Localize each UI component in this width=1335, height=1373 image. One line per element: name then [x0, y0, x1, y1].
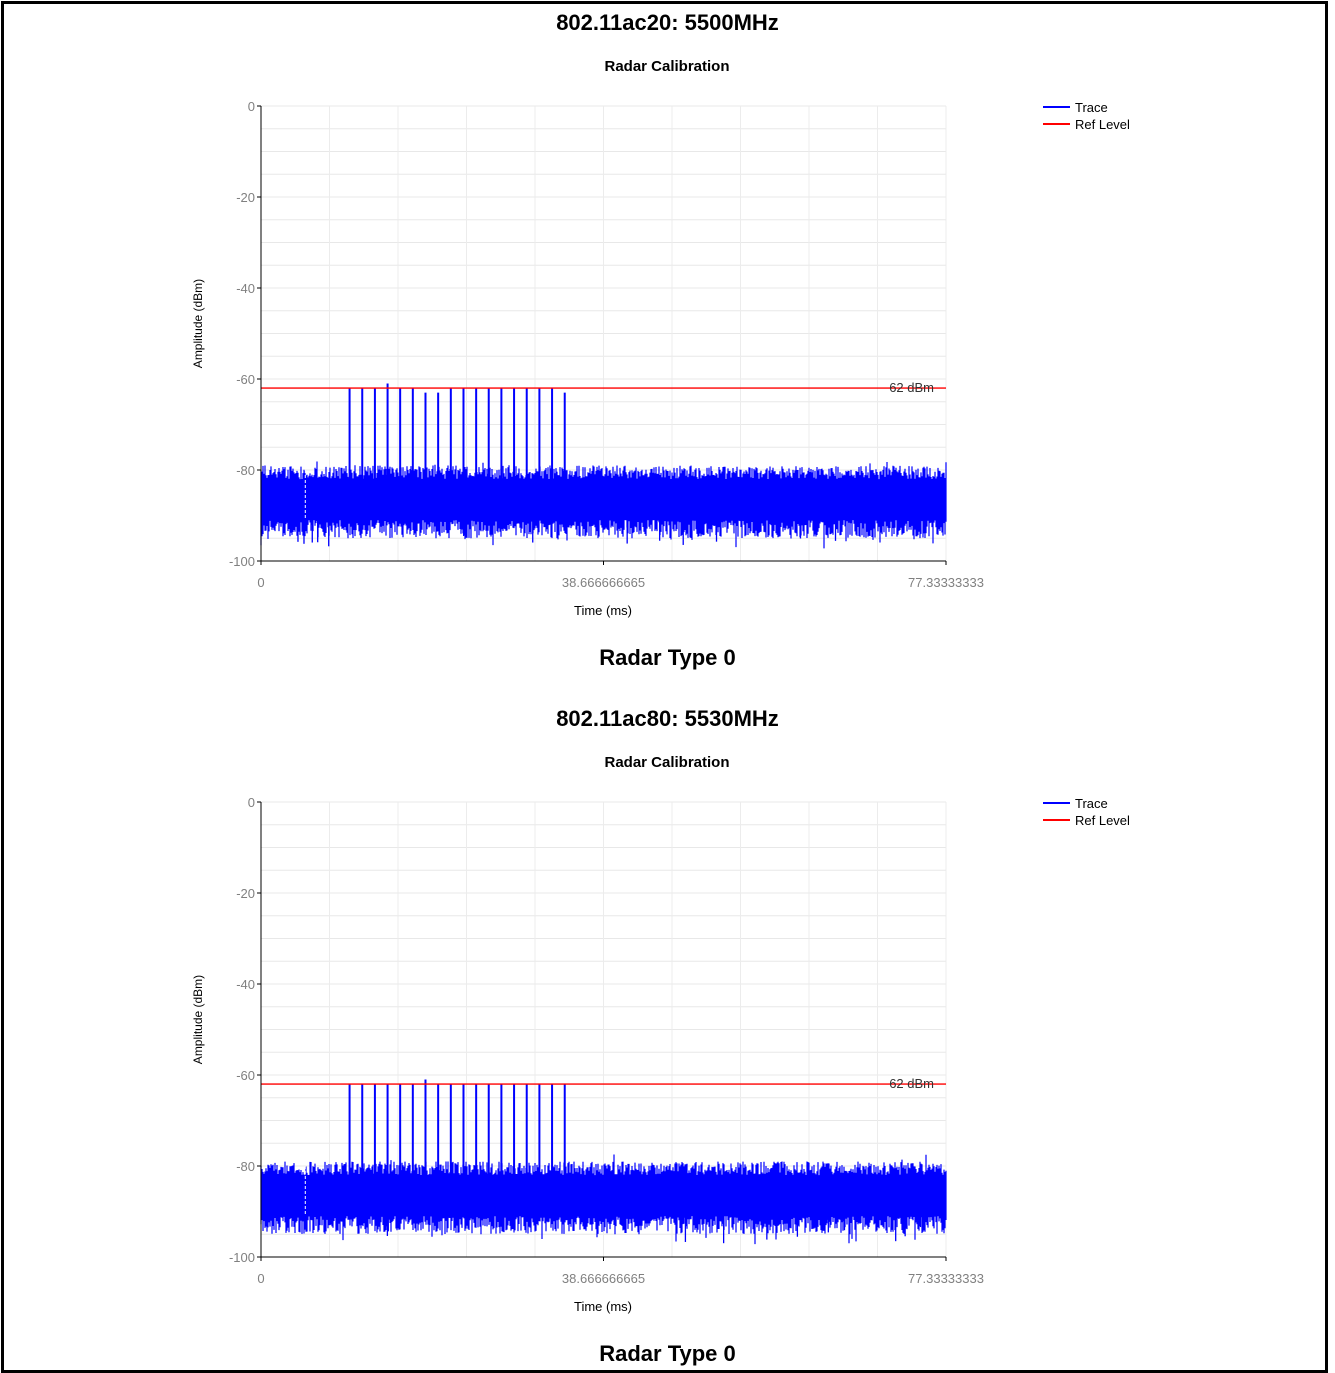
y-tick-label: -60: [236, 372, 255, 387]
ref-level-label: 62 dBm: [889, 380, 934, 395]
y-tick-label: -80: [236, 463, 255, 478]
x-tick-label: 77.33333333: [908, 1271, 984, 1286]
y-tick-label: -20: [236, 190, 255, 205]
y-tick-label: -100: [229, 1250, 255, 1265]
y-tick-label: -40: [236, 281, 255, 296]
y-axis-label: Amplitude (dBm): [191, 279, 205, 368]
x-tick-label: 38.666666665: [562, 575, 645, 590]
legend-label: Ref Level: [1075, 813, 1130, 828]
legend-label: Ref Level: [1075, 117, 1130, 132]
chart-title: Radar Calibration: [604, 58, 729, 75]
section-heading: 802.11ac80: 5530MHz: [556, 706, 779, 731]
x-tick-label: 38.666666665: [562, 1271, 645, 1286]
section-heading: 802.11ac20: 5500MHz: [556, 10, 779, 35]
x-axis-label: Time (ms): [574, 603, 632, 618]
y-tick-label: -60: [236, 1068, 255, 1083]
x-axis-label: Time (ms): [574, 1299, 632, 1314]
x-tick-label: 0: [257, 1271, 264, 1286]
y-tick-label: 0: [248, 795, 255, 810]
x-tick-label: 0: [257, 575, 264, 590]
section-caption: Radar Type 0: [599, 1341, 736, 1366]
y-tick-label: -20: [236, 886, 255, 901]
trace-noise-floor: [260, 1154, 947, 1245]
y-tick-label: 0: [248, 99, 255, 114]
y-tick-label: -80: [236, 1159, 255, 1174]
ref-level-label: 62 dBm: [889, 1076, 934, 1091]
y-axis-label: Amplitude (dBm): [191, 975, 205, 1064]
x-tick-label: 77.33333333: [908, 575, 984, 590]
legend-label: Trace: [1075, 100, 1108, 115]
chart-title: Radar Calibration: [604, 754, 729, 771]
y-tick-label: -100: [229, 554, 255, 569]
section-caption: Radar Type 0: [599, 645, 736, 670]
legend-label: Trace: [1075, 796, 1108, 811]
y-tick-label: -40: [236, 977, 255, 992]
